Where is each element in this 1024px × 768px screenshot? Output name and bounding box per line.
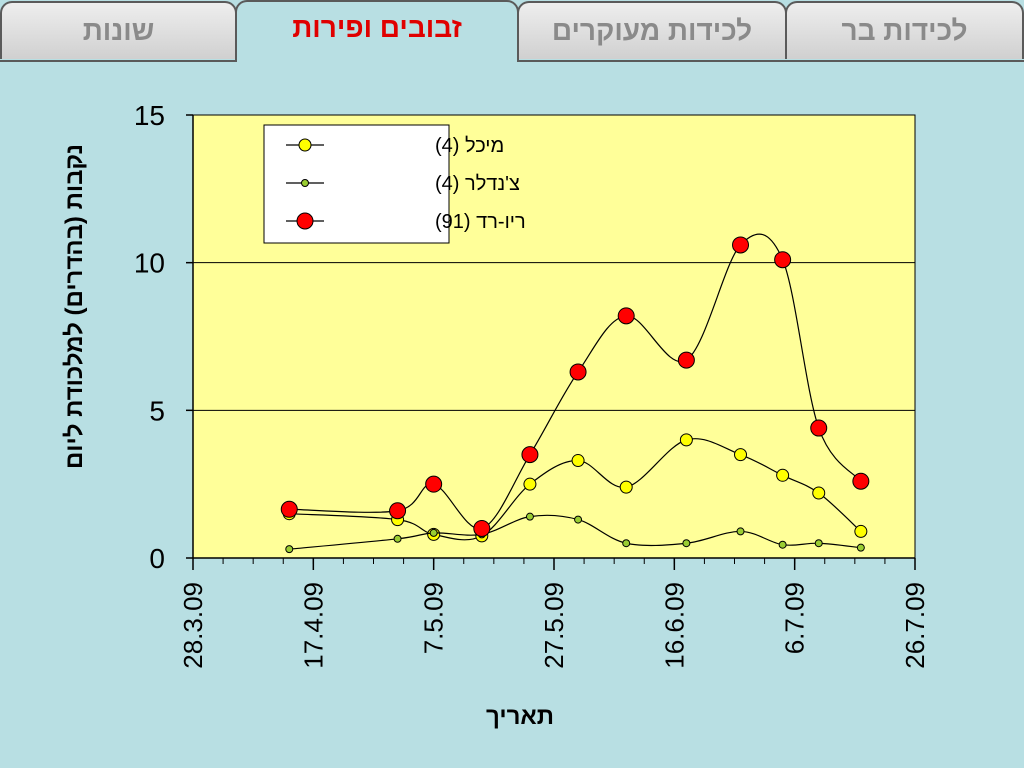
tab-sterile-captures-label: לכידות מעוקרים [551,15,753,46]
line-chart: 0 5 10 15 28.3.09 17.4.09 7.5.09 27.5.09 16.6.09… [61,100,930,730]
data-point [677,351,695,369]
data-point [389,502,407,520]
tab-wild-captures[interactable]: לכידות בר [785,1,1024,59]
x-tick-label: 16.6.09 [659,582,689,669]
data-point [523,477,537,491]
legend-marker [298,138,312,152]
data-point [473,519,491,537]
y-tick-label: 15 [134,100,165,131]
tab-sterile-captures[interactable]: לכידות מעוקרים [517,1,787,59]
data-point [854,524,868,538]
data-point [574,515,583,524]
data-point [812,486,826,500]
data-point [776,468,790,482]
data-point [734,448,748,462]
data-point [679,433,693,447]
tab-flies-and-fruits[interactable]: זבובים ופירות [235,0,519,62]
x-tick-label: 6.7.09 [780,582,810,654]
data-point [810,419,828,437]
legend-label: צ'נדלר (4) [435,173,520,195]
series-layer [280,233,870,554]
data-point [622,539,631,548]
data-point [525,512,534,521]
legend-label: מיכל (4) [435,135,504,157]
axes: 0 5 10 15 28.3.09 17.4.09 7.5.09 27.5.09 16.6.09… [134,100,930,669]
data-point [732,236,750,254]
x-tick-label: 27.5.09 [539,582,569,669]
y-tick-label: 5 [149,395,165,426]
data-point [619,480,633,494]
tab-wild-captures-label: לכידות בר [841,15,968,46]
legend-label: ריו-רד (91) [435,211,526,233]
data-point [617,307,635,325]
data-point [393,534,402,543]
tab-bar: שונות זבובים ופירות לכידות מעוקרים לכידו… [0,0,1024,62]
tab-misc[interactable]: שונות [0,1,237,59]
data-point [429,528,438,537]
x-tick-label: 7.5.09 [419,582,449,654]
data-point [814,539,823,548]
data-point [425,475,443,493]
tab-flies-and-fruits-label: זבובים ופירות [292,12,462,43]
x-tick-label: 28.3.09 [178,582,208,669]
data-point [682,539,691,548]
legend-box [263,124,450,244]
data-point [571,454,585,468]
data-point [778,540,787,549]
y-tick-label: 10 [134,248,165,279]
x-axis-label: תאריך [486,703,554,730]
tab-misc-label: שונות [82,15,155,46]
legend-marker [296,212,314,230]
legend: מיכל (4) צ'נדלר (4) ריו-רד (91) [263,124,526,244]
y-tick-label: 0 [149,543,165,574]
data-point [569,363,587,381]
data-point [852,472,870,490]
x-tick-label: 26.7.09 [900,582,930,669]
y-axis-label: נקבות (בהדרים) למלכודת ליום [61,144,88,469]
legend-marker [301,179,309,187]
data-point [280,500,298,518]
data-point [774,251,792,269]
x-tick-label: 17.4.09 [298,582,328,669]
data-point [856,543,865,552]
data-point [285,545,294,554]
data-point [736,527,745,536]
data-point [521,446,539,464]
gridlines [193,262,915,411]
series-2 [280,233,870,537]
